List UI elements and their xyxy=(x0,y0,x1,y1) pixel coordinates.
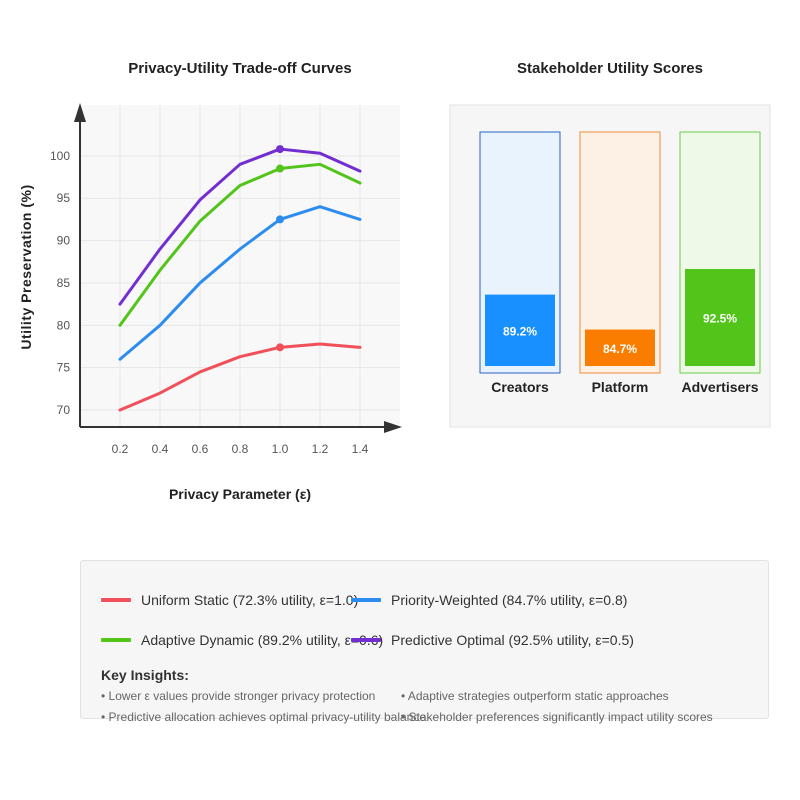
bar-chart: Stakeholder Utility Scores 89.2% Creators… xyxy=(449,60,771,428)
y-tick-label: 70 xyxy=(57,403,71,417)
y-axis-arrow-icon xyxy=(74,103,86,122)
series-point xyxy=(276,215,284,224)
bar-value-label: 84.7% xyxy=(603,342,637,356)
x-tick-label: 1.2 xyxy=(312,442,329,456)
y-tick-label: 90 xyxy=(57,234,71,248)
insight-item: • Predictive allocation achieves optimal… xyxy=(101,710,427,724)
x-tick-label: 0.2 xyxy=(112,442,129,456)
series-point xyxy=(276,343,284,352)
y-tick-label: 75 xyxy=(57,361,71,375)
series-line xyxy=(118,342,362,412)
legend-swatch xyxy=(101,598,131,602)
legend-panel: Uniform Static (72.3% utility, ε=1.0) Pr… xyxy=(80,560,769,724)
insights-title: Key Insights: xyxy=(101,667,189,683)
y-tick-label: 80 xyxy=(57,318,71,332)
series-line xyxy=(118,205,362,361)
insight-item: • Adaptive strategies outperform static … xyxy=(401,689,669,703)
y-axis-label: Utility Preservation (%) xyxy=(18,184,34,349)
bar-category-label: Creators xyxy=(491,379,549,395)
insight-item: • Lower ε values provide stronger privac… xyxy=(101,689,376,703)
bar-category-label: Platform xyxy=(592,379,649,395)
legend-label: Priority-Weighted (84.7% utility, ε=0.8) xyxy=(391,592,628,608)
x-tick-label: 0.6 xyxy=(192,442,209,456)
x-tick-label: 0.4 xyxy=(152,442,169,456)
legend-swatch xyxy=(101,638,131,642)
line-chart-title: Privacy-Utility Trade-off Curves xyxy=(128,60,351,77)
bar-value-label: 89.2% xyxy=(503,324,537,338)
x-tick-label: 1.0 xyxy=(272,442,289,456)
legend-label: Uniform Static (72.3% utility, ε=1.0) xyxy=(141,592,359,608)
series-point xyxy=(276,145,284,154)
x-axis-label: Privacy Parameter (ε) xyxy=(169,486,311,502)
bar-chart-title: Stakeholder Utility Scores xyxy=(517,60,703,77)
x-tick-labels: 0.2 0.4 0.6 0.8 1.0 1.2 1.4 xyxy=(112,442,369,456)
legend-label: Adaptive Dynamic (89.2% utility, ε=0.6) xyxy=(141,632,384,648)
series-line xyxy=(118,147,362,306)
bar-category-label: Advertisers xyxy=(681,379,758,395)
legend-item-adaptive-dynamic: Adaptive Dynamic (89.2% utility, ε=0.6) xyxy=(101,632,383,648)
insight-item: • Stakeholder preferences significantly … xyxy=(401,710,713,724)
legend-label: Predictive Optimal (92.5% utility, ε=0.5… xyxy=(391,632,634,648)
series-point xyxy=(276,164,284,173)
bar xyxy=(585,329,655,366)
highlight-markers xyxy=(276,145,284,352)
bar xyxy=(485,294,555,366)
legend-swatch xyxy=(351,598,381,602)
y-tick-label: 95 xyxy=(57,191,71,205)
line-chart: Privacy-Utility Trade-off Curves 70 75 80 8… xyxy=(18,60,402,502)
legend-swatch xyxy=(351,638,381,642)
axes xyxy=(74,103,402,433)
bar-value-label: 92.5% xyxy=(703,312,737,326)
bars: 89.2% Creators 84.7% Platform 92.5% Advertise… xyxy=(479,131,761,395)
y-tick-label: 85 xyxy=(57,276,71,290)
y-tick-label: 100 xyxy=(50,149,70,163)
chart-canvas: Privacy-Utility Trade-off Curves 70 75 80 8… xyxy=(18,60,771,502)
series-line xyxy=(118,162,362,327)
legend-item-uniform-static: Uniform Static (72.3% utility, ε=1.0) xyxy=(101,592,358,608)
series-lines xyxy=(118,147,362,412)
bar xyxy=(685,269,755,366)
y-tick-labels: 70 75 80 85 90 95 100 xyxy=(50,149,70,417)
legend-item-predictive-optimal: Predictive Optimal (92.5% utility, ε=0.5… xyxy=(351,632,634,648)
x-axis-arrow-icon xyxy=(384,421,402,433)
x-tick-label: 0.8 xyxy=(232,442,249,456)
x-tick-label: 1.4 xyxy=(352,442,369,456)
legend-item-priority-weighted: Priority-Weighted (84.7% utility, ε=0.8) xyxy=(351,592,627,608)
